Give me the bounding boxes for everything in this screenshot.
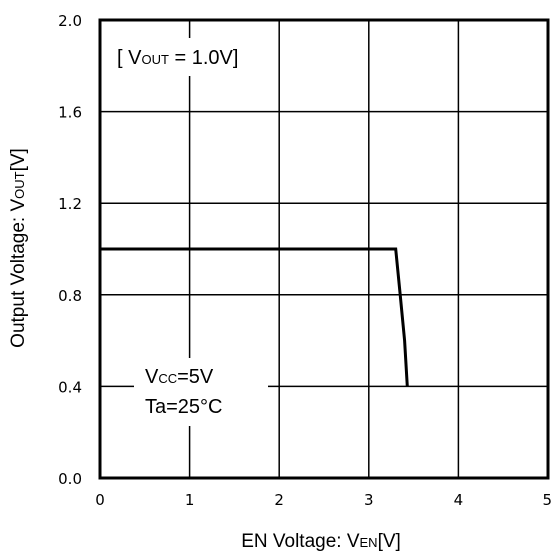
x-axis-title: EN Voltage: VEN[V]	[241, 531, 401, 552]
y-tick-label: 0.8	[58, 287, 82, 305]
x-tick-label: 0	[95, 491, 105, 509]
vout-annotation: [ VOUT = 1.0V]	[117, 47, 238, 69]
y-axis-title: Output Voltage: VOUT[V]	[8, 148, 29, 348]
y-tick-label: 2.0	[58, 12, 82, 30]
conditions-annotation-background	[134, 358, 268, 426]
y-tick-label: 0.0	[58, 470, 82, 488]
vout-annotation-background	[111, 38, 277, 76]
y-tick-label: 1.2	[58, 195, 82, 213]
x-tick-labels: 0 1 2 3 4 5	[95, 491, 552, 509]
x-tick-label: 1	[185, 491, 195, 509]
y-tick-label: 0.4	[58, 378, 82, 396]
x-tick-label: 5	[542, 491, 552, 509]
x-tick-label: 2	[274, 491, 284, 509]
y-tick-labels: 0.0 0.4 0.8 1.2 1.6 2.0	[58, 12, 82, 488]
x-tick-label: 3	[364, 491, 374, 509]
ta-annotation: Ta=25°C	[145, 396, 223, 418]
vcc-annotation: VCC=5V	[145, 366, 214, 388]
x-tick-label: 4	[454, 491, 464, 509]
series-line-output-voltage	[100, 247, 409, 387]
y-tick-label: 1.6	[58, 104, 82, 122]
